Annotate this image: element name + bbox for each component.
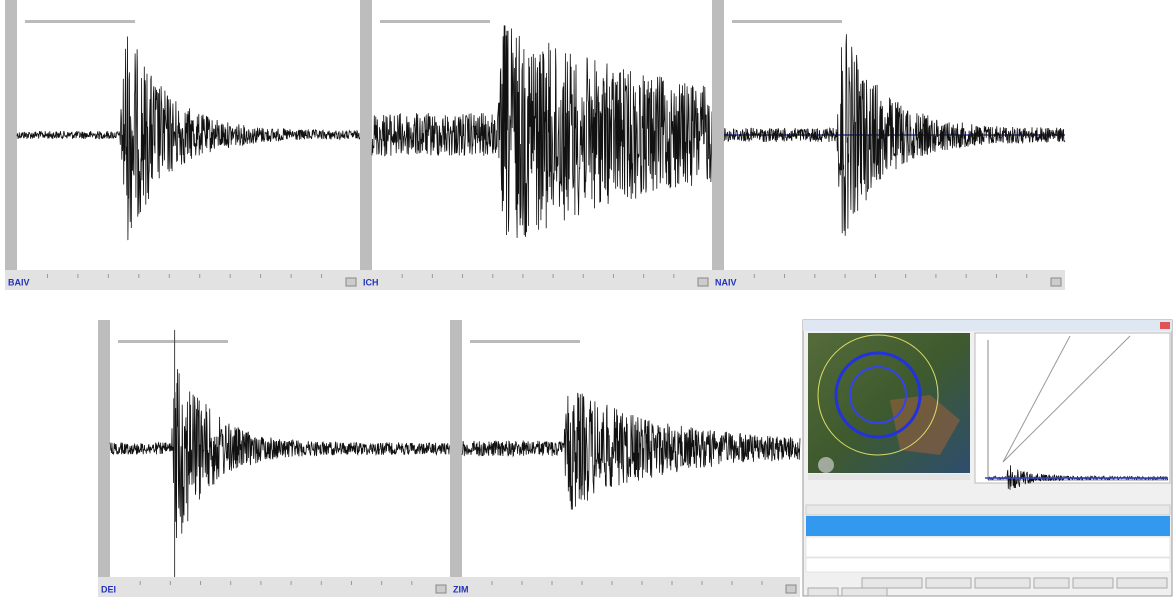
station-label: NAIV bbox=[715, 277, 737, 287]
time-axis bbox=[712, 270, 1065, 290]
panel-header bbox=[470, 340, 580, 343]
panel-header bbox=[732, 20, 842, 23]
map-control[interactable] bbox=[818, 457, 834, 473]
time-axis bbox=[98, 577, 450, 597]
seismogram-panel[interactable]: ICH bbox=[360, 0, 712, 290]
panel-button[interactable] bbox=[1051, 278, 1061, 286]
station-label: DEI bbox=[101, 584, 116, 594]
station-label: BAIV bbox=[8, 277, 30, 287]
time-axis bbox=[450, 577, 800, 597]
button[interactable] bbox=[926, 578, 971, 588]
close-button[interactable] bbox=[1160, 322, 1170, 329]
button[interactable] bbox=[808, 588, 838, 596]
button[interactable] bbox=[862, 578, 922, 588]
station-label: ICH bbox=[363, 277, 379, 287]
button[interactable] bbox=[1117, 578, 1167, 588]
panel-button[interactable] bbox=[786, 585, 796, 593]
time-axis bbox=[360, 270, 712, 290]
panel-side-bar bbox=[450, 320, 462, 577]
map-status bbox=[808, 474, 970, 480]
station-label: ZIM bbox=[453, 584, 469, 594]
event-window bbox=[803, 320, 1172, 596]
panel-header bbox=[380, 20, 490, 23]
panel-header bbox=[25, 20, 135, 23]
title-bar bbox=[803, 320, 1172, 331]
seismogram-panel[interactable]: DEI bbox=[98, 320, 450, 597]
panel-button[interactable] bbox=[346, 278, 356, 286]
panel-side-bar bbox=[712, 0, 724, 270]
button[interactable] bbox=[1073, 578, 1113, 588]
panel-side-bar bbox=[360, 0, 372, 270]
panel-bg bbox=[5, 0, 360, 290]
button[interactable] bbox=[842, 588, 887, 596]
table-row-selected[interactable] bbox=[806, 516, 1170, 536]
table-header bbox=[806, 505, 1170, 515]
panel-bg bbox=[98, 320, 450, 597]
button[interactable] bbox=[1034, 578, 1069, 588]
panel-bg bbox=[712, 0, 1065, 290]
seismogram-panel[interactable]: NAIV bbox=[712, 0, 1065, 290]
table-row[interactable] bbox=[806, 537, 1170, 557]
panel-side-bar bbox=[98, 320, 110, 577]
panel-side-bar bbox=[5, 0, 17, 270]
seismogram-panel[interactable]: BAIV bbox=[5, 0, 360, 290]
button[interactable] bbox=[975, 578, 1030, 588]
panel-button[interactable] bbox=[698, 278, 708, 286]
panel-header bbox=[118, 340, 228, 343]
seismogram-panel[interactable]: ZIM bbox=[450, 320, 800, 597]
panel-button[interactable] bbox=[436, 585, 446, 593]
table-row[interactable] bbox=[806, 558, 1170, 572]
page: BAIVICHNAIVDEIZIM (() => { const data = … bbox=[0, 0, 1173, 597]
screenshot: BAIV ICH NAIV DEI ZIM bbox=[0, 0, 1173, 597]
time-axis bbox=[5, 270, 360, 290]
